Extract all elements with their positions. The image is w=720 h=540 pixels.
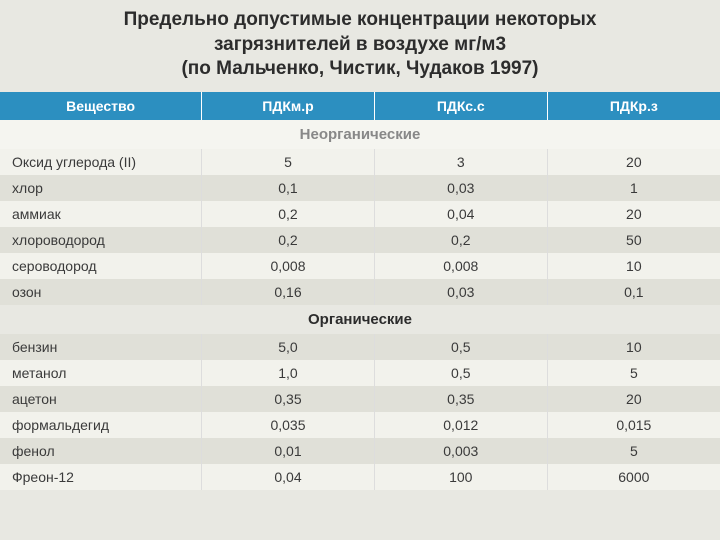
section-label: Органические — [0, 305, 720, 334]
cell-value: 1 — [547, 175, 720, 201]
table-row: формальдегид0,0350,0120,015 — [0, 412, 720, 438]
cell-value: 3 — [374, 149, 547, 175]
cell-value: 0,1 — [547, 279, 720, 305]
cell-substance: ацетон — [0, 386, 202, 412]
cell-value: 0,008 — [202, 253, 375, 279]
cell-substance: хлороводород — [0, 227, 202, 253]
table-row: метанол1,00,55 — [0, 360, 720, 386]
cell-value: 20 — [547, 201, 720, 227]
cell-value: 0,35 — [374, 386, 547, 412]
cell-substance: фенол — [0, 438, 202, 464]
cell-value: 5,0 — [202, 334, 375, 360]
cell-substance: хлор — [0, 175, 202, 201]
cell-substance: озон — [0, 279, 202, 305]
cell-value: 5 — [202, 149, 375, 175]
title-line-1: Предельно допустимые концентрации некото… — [30, 8, 690, 33]
title-line-2: загрязнителей в воздухе мг/м3 — [30, 33, 690, 58]
table-row: аммиак0,20,0420 — [0, 201, 720, 227]
cell-value: 10 — [547, 334, 720, 360]
section-row: Неорганические — [0, 120, 720, 149]
cell-value: 0,5 — [374, 360, 547, 386]
cell-value: 0,5 — [374, 334, 547, 360]
cell-substance: формальдегид — [0, 412, 202, 438]
cell-value: 0,35 — [202, 386, 375, 412]
section-label: Неорганические — [0, 120, 720, 149]
cell-value: 50 — [547, 227, 720, 253]
cell-substance: метанол — [0, 360, 202, 386]
cell-substance: сероводород — [0, 253, 202, 279]
table-row: Фреон-120,041006000 — [0, 464, 720, 490]
cell-value: 10 — [547, 253, 720, 279]
table-row: озон0,160,030,1 — [0, 279, 720, 305]
cell-value: 0,03 — [374, 279, 547, 305]
cell-value: 20 — [547, 386, 720, 412]
cell-value: 100 — [374, 464, 547, 490]
cell-value: 5 — [547, 438, 720, 464]
title-line-3: (по Мальченко, Чистик, Чудаков 1997) — [30, 57, 690, 82]
cell-value: 0,035 — [202, 412, 375, 438]
table-row: сероводород0,0080,00810 — [0, 253, 720, 279]
cell-value: 5 — [547, 360, 720, 386]
cell-value: 0,04 — [374, 201, 547, 227]
header-pdk-ss: ПДКс.с — [374, 92, 547, 120]
table-row: фенол0,010,0035 — [0, 438, 720, 464]
cell-value: 0,03 — [374, 175, 547, 201]
cell-value: 0,012 — [374, 412, 547, 438]
concentration-table: Вещество ПДКм.р ПДКс.с ПДКр.з Неорганиче… — [0, 92, 720, 490]
cell-value: 0,04 — [202, 464, 375, 490]
cell-value: 6000 — [547, 464, 720, 490]
cell-value: 0,1 — [202, 175, 375, 201]
cell-value: 0,16 — [202, 279, 375, 305]
table-row: ацетон0,350,3520 — [0, 386, 720, 412]
table-row: Оксид углерода (II)5320 — [0, 149, 720, 175]
table-row: хлор0,10,031 — [0, 175, 720, 201]
cell-value: 1,0 — [202, 360, 375, 386]
cell-value: 0,2 — [202, 201, 375, 227]
cell-value: 0,003 — [374, 438, 547, 464]
section-row: Органические — [0, 305, 720, 334]
header-substance: Вещество — [0, 92, 202, 120]
table-row: хлороводород0,20,250 — [0, 227, 720, 253]
header-pdk-rz: ПДКр.з — [547, 92, 720, 120]
page-title: Предельно допустимые концентрации некото… — [0, 0, 720, 92]
table-row: бензин5,00,510 — [0, 334, 720, 360]
table-header-row: Вещество ПДКм.р ПДКс.с ПДКр.з — [0, 92, 720, 120]
cell-value: 0,008 — [374, 253, 547, 279]
cell-substance: Фреон-12 — [0, 464, 202, 490]
cell-substance: аммиак — [0, 201, 202, 227]
header-pdk-mr: ПДКм.р — [202, 92, 375, 120]
cell-value: 0,01 — [202, 438, 375, 464]
cell-substance: бензин — [0, 334, 202, 360]
cell-value: 0,015 — [547, 412, 720, 438]
cell-value: 0,2 — [202, 227, 375, 253]
cell-substance: Оксид углерода (II) — [0, 149, 202, 175]
cell-value: 0,2 — [374, 227, 547, 253]
cell-value: 20 — [547, 149, 720, 175]
